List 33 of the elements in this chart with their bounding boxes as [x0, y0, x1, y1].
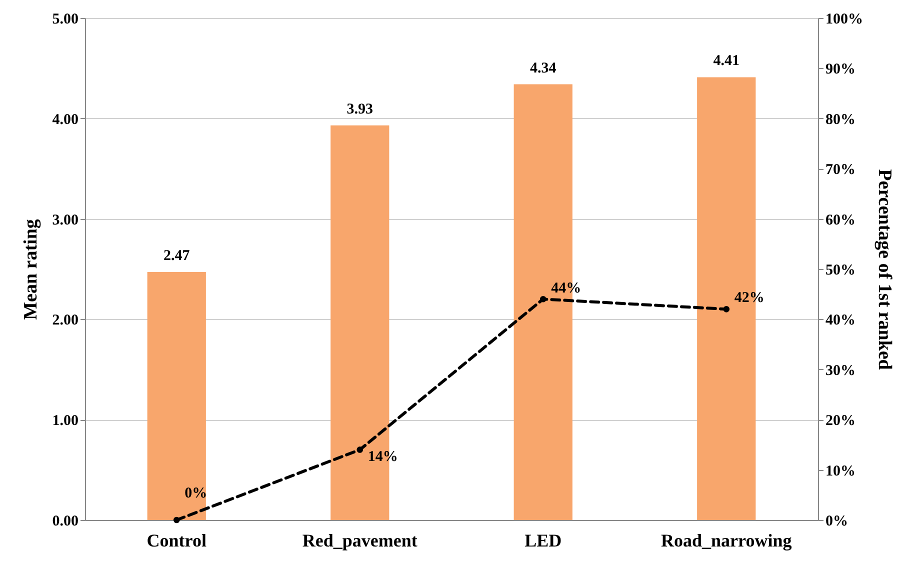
y2-tick-label: 100%: [826, 12, 863, 28]
x-tick-label: Red_pavement: [302, 530, 418, 550]
y2-tick-label: 70%: [826, 162, 856, 178]
point: [356, 446, 364, 453]
y2-tick-label: 50%: [826, 262, 856, 278]
y-tick-label: 4.00: [52, 112, 78, 128]
data-label: 4.41: [713, 53, 740, 70]
point: [173, 516, 180, 524]
data-label: 3.93: [346, 101, 373, 118]
y2-tick-label: 0%: [826, 514, 848, 530]
y2-tick-label: 90%: [826, 62, 856, 78]
bar: [147, 272, 206, 520]
data-label: 0%: [184, 486, 208, 502]
y-tick-label: 5.00: [52, 12, 78, 28]
y-tick-label: 0.00: [52, 514, 78, 530]
y2-tick-label: 10%: [826, 463, 856, 480]
y-tick-label: 2.00: [52, 312, 78, 329]
point: [540, 296, 546, 302]
x-tick-label: LED: [524, 530, 562, 550]
y-tick-label: 3.00: [52, 212, 78, 228]
y-tick-label: 1.00: [52, 413, 78, 430]
data-label: 2.47: [164, 248, 190, 264]
y2-axis-title: Percentage of 1st ranked: [874, 169, 895, 370]
y2-tick-label: 30%: [826, 362, 856, 379]
y2-tick-label: 80%: [826, 112, 856, 128]
data-label: 4.34: [530, 60, 557, 76]
y2-tick-label: 40%: [826, 312, 856, 329]
y2-tick-label: 20%: [826, 413, 856, 430]
point: [723, 306, 730, 312]
x-tick-label: Road_narrowing: [661, 530, 792, 550]
y-axis-title: Mean rating: [20, 218, 42, 320]
y2-tick-label: 60%: [826, 212, 856, 228]
x-tick-label: Control: [146, 530, 206, 550]
